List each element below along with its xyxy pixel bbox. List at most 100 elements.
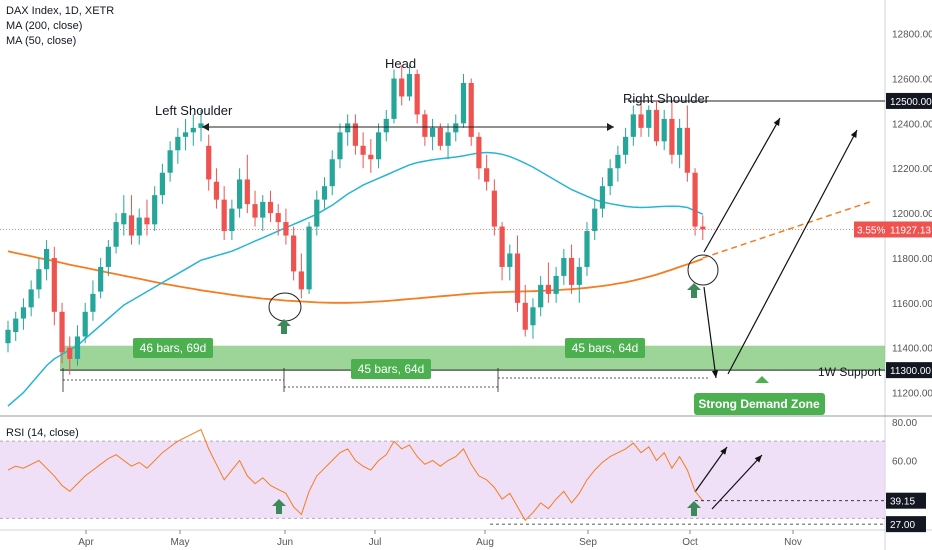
- candle-body: [684, 127, 690, 173]
- y-tick-label: 12600.00: [892, 75, 932, 86]
- demand-zone-label: Strong Demand Zone: [698, 397, 820, 411]
- left-shoulder-label: Left Shoulder: [155, 103, 233, 118]
- candle-body: [221, 199, 227, 232]
- candle-body: [445, 132, 451, 146]
- candle-body: [44, 249, 50, 270]
- candle-body: [375, 132, 382, 160]
- candle-body: [5, 329, 11, 344]
- up-arrow-june: [277, 319, 291, 334]
- demand-zone-label-bg: [694, 393, 825, 415]
- low-circle-oct: [687, 254, 719, 286]
- candle-body: [491, 190, 497, 227]
- candle-body: [190, 127, 196, 133]
- candle-body: [74, 336, 81, 359]
- candle-body: [476, 136, 482, 169]
- neckline-arrowhead-left: [202, 123, 209, 131]
- candle-body: [669, 118, 675, 155]
- candle-body: [646, 109, 652, 128]
- candle-body: [329, 159, 335, 187]
- candle-body: [175, 136, 181, 151]
- candle-body: [67, 347, 73, 359]
- badge-resistance: 12500.00: [890, 97, 932, 108]
- up-arrow-oct: [687, 283, 701, 298]
- candle-body: [20, 307, 27, 319]
- candle-body: [391, 78, 397, 119]
- candle-body: [437, 127, 443, 146]
- badge-change: 3.55%: [857, 225, 885, 236]
- candle-body: [198, 123, 204, 128]
- rsi-arrow-1: [694, 446, 728, 493]
- y-tick-label: 11200.00: [892, 389, 932, 400]
- candle-body: [337, 132, 343, 160]
- candle-body: [615, 154, 621, 169]
- candle-body: [306, 226, 312, 290]
- rsi-tick-label: 60.00: [892, 456, 917, 467]
- bars-label-1: 46 bars, 69d: [140, 341, 207, 355]
- candle-body: [507, 253, 513, 267]
- right-shoulder-label: Right Shoulder: [623, 91, 710, 106]
- bars-label-3-bg: [565, 338, 645, 358]
- target-arrow-1-head: [773, 118, 780, 126]
- candle-body: [545, 284, 551, 294]
- candle-body: [653, 109, 660, 142]
- legend-symbol: DAX Index, 1D, XETR: [6, 5, 115, 17]
- y-tick-label: 12200.00: [892, 164, 932, 175]
- candle-body: [36, 269, 42, 290]
- candle-body: [28, 289, 34, 308]
- candle-body: [661, 118, 667, 142]
- candle-body: [368, 154, 374, 160]
- rsi-tick-label: 80.00: [892, 418, 917, 429]
- rsi-arrow-2-head: [754, 455, 762, 463]
- candle-body: [182, 132, 189, 137]
- candle-body: [538, 284, 544, 308]
- candle-body: [252, 204, 258, 218]
- head-label: Head: [385, 56, 416, 71]
- candle-body: [105, 246, 111, 267]
- badge-change-bg: [854, 221, 886, 238]
- candle-body: [275, 213, 281, 223]
- badge-resistance-bg: [886, 92, 932, 109]
- x-tick-label: Sep: [579, 537, 597, 548]
- rsi-up-arrow-june: [272, 499, 286, 514]
- support-label: 1W Support: [818, 365, 882, 379]
- candle-body: [553, 275, 559, 294]
- candle-body: [345, 123, 351, 133]
- legend-ma50: MA (50, close): [6, 35, 77, 47]
- candle-body: [514, 253, 521, 303]
- candle-body: [159, 172, 165, 196]
- candle-body: [244, 179, 250, 205]
- candle-body: [152, 195, 158, 225]
- dip-arrow: [703, 286, 717, 379]
- candle-body: [51, 257, 57, 312]
- target-arrow-2: [727, 129, 858, 375]
- y-tick-label: 11600.00: [892, 299, 932, 310]
- dip-arrow-head: [711, 370, 719, 378]
- candle-body: [360, 145, 366, 155]
- x-tick-label: Aug: [476, 537, 494, 548]
- candle-body: [522, 302, 528, 330]
- bars-label-1-bg: [133, 338, 213, 358]
- badge-support-bg: [886, 362, 932, 379]
- candle-body: [213, 181, 220, 200]
- candle-body: [291, 235, 297, 272]
- target-arrow-2-head: [850, 130, 857, 138]
- candle-body: [592, 208, 598, 232]
- candle-body: [430, 127, 436, 137]
- x-tick-label: Apr: [78, 537, 94, 548]
- candle-body: [314, 199, 320, 227]
- x-tick-label: May: [171, 537, 190, 548]
- candle-body: [167, 150, 173, 173]
- rsi-arrow-2: [711, 454, 763, 510]
- candle-body: [260, 201, 266, 218]
- ma200-line: [7, 250, 704, 304]
- candle-body: [113, 222, 119, 247]
- candle-body: [623, 136, 629, 155]
- candle-body: [561, 257, 567, 276]
- target-arrow-1: [703, 117, 781, 253]
- candle-body: [229, 208, 235, 232]
- badge-support: 11300.00: [890, 366, 931, 377]
- candle-body: [90, 293, 96, 312]
- candle-body: [237, 179, 243, 209]
- candle-body: [414, 74, 420, 115]
